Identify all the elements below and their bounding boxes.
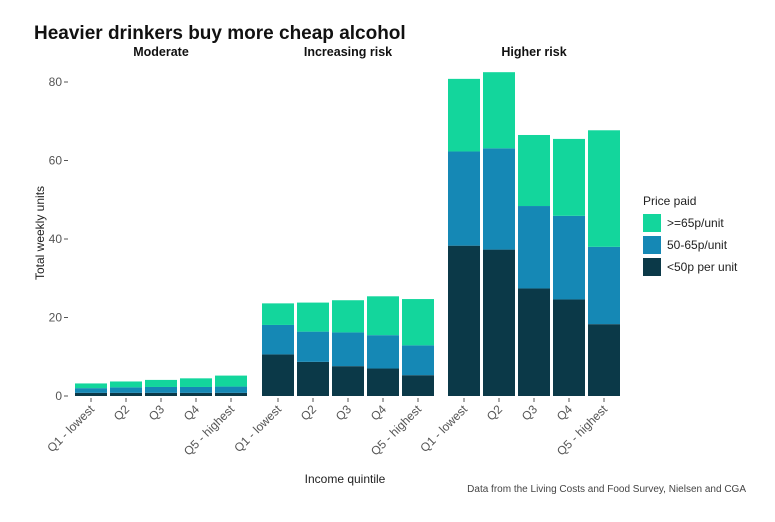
bar-increasing-risk-q3-50p-per-unit [332,366,364,396]
bar-higher-risk-q4-50p-per-unit [553,299,585,396]
legend-swatch-65p-unit [643,214,661,232]
bar-moderate-q5-highest-65p-unit [215,375,247,387]
panel-title-higher-risk: Higher risk [501,45,566,59]
x-tick-label: Q1 - lowest [417,402,470,455]
bar-higher-risk-q3-50p-per-unit [518,288,550,396]
bar-higher-risk-q4-65p-unit [553,138,585,216]
legend-swatch-50p-per-unit [643,258,661,276]
bar-higher-risk-q1-lowest-65p-unit [448,78,480,152]
bar-higher-risk-q2-50-65p-unit [483,148,515,250]
bar-increasing-risk-q2-50p-per-unit [297,361,329,396]
panel-title-moderate: Moderate [133,45,189,59]
bar-increasing-risk-q4-50-65p-unit [367,335,399,369]
x-tick-label: Q1 - lowest [44,402,97,455]
caption: Data from the Living Costs and Food Surv… [467,484,746,495]
x-tick-label: Q2 [111,402,132,423]
bar-increasing-risk-q2-50-65p-unit [297,331,329,362]
x-tick-label: Q4 [368,402,389,423]
bar-moderate-q4-50-65p-unit [180,386,212,393]
x-tick-label: Q3 [146,402,167,423]
bar-moderate-q5-highest-50p-per-unit [215,392,247,396]
bar-increasing-risk-q4-50p-per-unit [367,368,399,396]
bar-higher-risk-q3-50-65p-unit [518,206,550,289]
bar-higher-risk-q2-65p-unit [483,72,515,149]
bar-higher-risk-q5-highest-50p-per-unit [588,324,620,396]
y-tick-label: 80 [49,75,63,89]
y-axis-label: Total weekly units [33,186,47,280]
bar-higher-risk-q1-lowest-50p-per-unit [448,245,480,396]
y-tick-label: 20 [49,311,63,325]
y-tick-label: 0 [55,389,62,403]
bar-increasing-risk-q5-highest-50-65p-unit [402,345,434,376]
x-tick-label: Q4 [554,402,575,423]
bar-increasing-risk-q1-lowest-50p-per-unit [262,354,294,396]
bar-increasing-risk-q3-50-65p-unit [332,332,364,367]
bar-moderate-q3-50-65p-unit [145,386,177,393]
bar-moderate-q1-lowest-50p-per-unit [75,392,107,396]
y-tick-label: 60 [49,154,63,168]
x-tick-label: Q3 [333,402,354,423]
bar-higher-risk-q3-65p-unit [518,134,550,207]
legend: Price paid >=65p/unit 50-65p/unit <50p per… [643,194,738,276]
x-tick-label: Q1 - lowest [231,402,284,455]
bar-moderate-q2-50-65p-unit [110,387,142,393]
y-tick-label: 40 [49,232,63,246]
bar-higher-risk-q1-lowest-50-65p-unit [448,151,480,246]
x-tick-label: Q2 [298,402,319,423]
legend-swatch-50-65p-unit [643,236,661,254]
legend-title: Price paid [643,194,696,208]
bar-moderate-q3-50p-per-unit [145,392,177,396]
legend-label-50-65p-unit: 50-65p/unit [667,238,728,252]
bar-higher-risk-q5-highest-65p-unit [588,130,620,247]
bar-increasing-risk-q3-65p-unit [332,300,364,333]
bar-moderate-q2-50p-per-unit [110,392,142,396]
legend-label-50p-per-unit: <50p per unit [667,260,738,274]
bar-increasing-risk-q1-lowest-65p-unit [262,303,294,325]
bar-moderate-q4-50p-per-unit [180,392,212,396]
bar-moderate-q3-65p-unit [145,379,177,387]
bar-moderate-q2-65p-unit [110,381,142,388]
bar-higher-risk-q4-50-65p-unit [553,215,585,300]
x-tick-label: Q2 [484,402,505,423]
bar-increasing-risk-q5-highest-50p-per-unit [402,375,434,396]
x-tick-label: Q4 [181,402,202,423]
bar-higher-risk-q2-50p-per-unit [483,249,515,396]
x-tick-label: Q3 [519,402,540,423]
bar-moderate-q1-lowest-50-65p-unit [75,388,107,393]
bar-increasing-risk-q4-65p-unit [367,296,399,336]
x-axis-label: Income quintile [305,472,386,486]
bar-increasing-risk-q5-highest-65p-unit [402,299,434,346]
bar-moderate-q5-highest-50-65p-unit [215,386,247,393]
bar-moderate-q1-lowest-65p-unit [75,383,107,389]
bar-increasing-risk-q2-65p-unit [297,302,329,332]
panel-title-increasing-risk: Increasing risk [304,45,392,59]
bar-moderate-q4-65p-unit [180,378,212,387]
legend-label-65p-unit: >=65p/unit [667,216,724,230]
bar-higher-risk-q5-highest-50-65p-unit [588,246,620,325]
chart-title: Heavier drinkers buy more cheap alcohol [34,23,406,44]
bar-increasing-risk-q1-lowest-50-65p-unit [262,324,294,355]
